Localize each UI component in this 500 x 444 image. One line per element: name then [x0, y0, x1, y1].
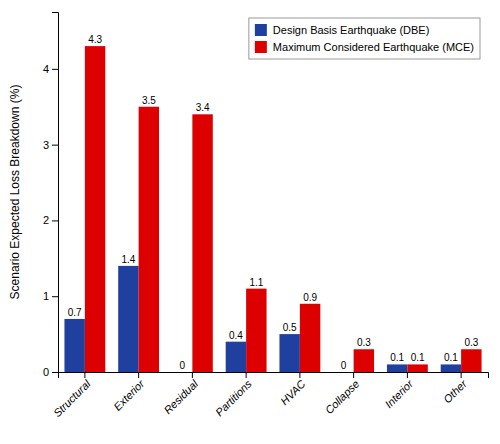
- x-tick-mark: [84, 372, 85, 378]
- data-label: 0.3: [464, 337, 478, 348]
- legend-label: Design Basis Earthquake (DBE): [273, 24, 430, 36]
- bar: [354, 349, 374, 372]
- y-tick: 4: [43, 63, 58, 75]
- y-tick-label: 3: [43, 139, 49, 151]
- bar: [279, 334, 299, 372]
- bar: [387, 364, 407, 372]
- legend-label: Maximum Considered Earthquake (MCE): [273, 41, 474, 53]
- x-tick-label: Other: [441, 377, 470, 406]
- data-label: 3.4: [196, 102, 210, 113]
- bar: [118, 266, 138, 372]
- legend-box: [249, 18, 480, 59]
- y-tick-label: 2: [43, 214, 49, 226]
- x-tick: Interior: [382, 372, 416, 410]
- y-tick: 1: [43, 290, 58, 302]
- x-tick-label: Structural: [51, 377, 93, 419]
- data-label: 0.4: [229, 330, 243, 341]
- data-label: 0.5: [283, 322, 297, 333]
- x-tick: Structural: [51, 372, 93, 419]
- bars: [64, 46, 481, 372]
- bar: [246, 289, 266, 372]
- plot: 0.7 1.4 0 0.4 0.5 0 0.1 0.1 4.3 3.5 3.4 1.1 0.9 0.3 0.…: [43, 13, 489, 420]
- x-tick: Residual: [161, 372, 200, 416]
- bar: [461, 349, 481, 372]
- data-label: 0.9: [303, 292, 317, 303]
- bar: [226, 342, 246, 372]
- bar: [64, 319, 84, 372]
- x-tick-label: Collapse: [323, 378, 362, 417]
- x-tick-mark: [407, 372, 408, 378]
- legend-item: Maximum Considered Earthquake (MCE): [255, 41, 474, 53]
- y-tick-mark: [52, 372, 58, 373]
- x-tick-mark: [192, 372, 193, 378]
- y-tick-mark: [52, 220, 58, 221]
- x-tick-mark: [246, 372, 247, 378]
- data-label: 0.3: [357, 337, 371, 348]
- data-label: 0.7: [68, 307, 82, 318]
- data-label: 3.5: [142, 95, 156, 106]
- x-tick-mark: [138, 372, 139, 378]
- legend-swatch: [255, 24, 267, 36]
- x-tick-label: Residual: [161, 377, 200, 416]
- y-tick-label: 4: [43, 63, 49, 75]
- y-tick: 3: [43, 139, 58, 151]
- y-tick-label: 0: [43, 366, 49, 378]
- data-label: 0: [179, 360, 185, 371]
- data-label: 1.1: [249, 277, 263, 288]
- y-tick-mark: [52, 69, 58, 70]
- x-tick-mark: [299, 372, 300, 378]
- data-label: 4.3: [88, 34, 102, 45]
- bar: [407, 364, 427, 372]
- y-axis-title: Scenario Expected Loss Breakdown (%): [8, 85, 22, 300]
- data-labels: 0.7 1.4 0 0.4 0.5 0 0.1 0.1 4.3 3.5 3.4 1.1 0.9 0.3 0.…: [68, 34, 479, 371]
- data-label: 0.1: [411, 352, 425, 363]
- x-tick-label: Interior: [382, 377, 416, 411]
- bar: [192, 114, 212, 372]
- x-tick: Other: [441, 372, 470, 405]
- data-label: 0.1: [444, 352, 458, 363]
- chart: 0.7 1.4 0 0.4 0.5 0 0.1 0.1 4.3 3.5 3.4 1.1 0.9 0.3 0.…: [0, 0, 500, 444]
- data-label: 0: [341, 360, 347, 371]
- x-tick: Collapse: [323, 372, 362, 416]
- bar: [441, 364, 461, 372]
- x-axis: Structural Exterior Residual Partitions HVAC…: [51, 372, 489, 419]
- y-tick-label: 1: [43, 290, 49, 302]
- x-tick: HVAC: [278, 372, 308, 407]
- legend: Design Basis Earthquake (DBE) Maximum Con…: [249, 18, 480, 59]
- y-axis-line: [52, 13, 59, 373]
- y-tick-mark: [52, 145, 58, 146]
- bar: [85, 46, 105, 372]
- x-tick-label: Exterior: [111, 377, 147, 413]
- x-tick-label: Partitions: [213, 377, 254, 418]
- bar: [333, 372, 353, 373]
- x-tick-mark: [461, 372, 462, 378]
- legend-item: Design Basis Earthquake (DBE): [255, 24, 430, 36]
- bar: [139, 107, 159, 372]
- x-tick-label: HVAC: [278, 377, 308, 407]
- x-tick: Exterior: [111, 372, 147, 413]
- y-tick: 2: [43, 214, 58, 226]
- y-tick: 0: [43, 366, 58, 378]
- x-tick: Partitions: [213, 372, 254, 418]
- data-label: 0.1: [390, 352, 404, 363]
- data-label: 1.4: [121, 254, 135, 265]
- x-axis-line: [59, 373, 489, 379]
- bar: [300, 304, 320, 372]
- legend-swatch: [255, 41, 267, 53]
- y-tick-mark: [52, 296, 58, 297]
- bar: [172, 372, 192, 373]
- y-axis: 0 1 2 3 4: [43, 13, 59, 379]
- x-tick-mark: [353, 372, 354, 378]
